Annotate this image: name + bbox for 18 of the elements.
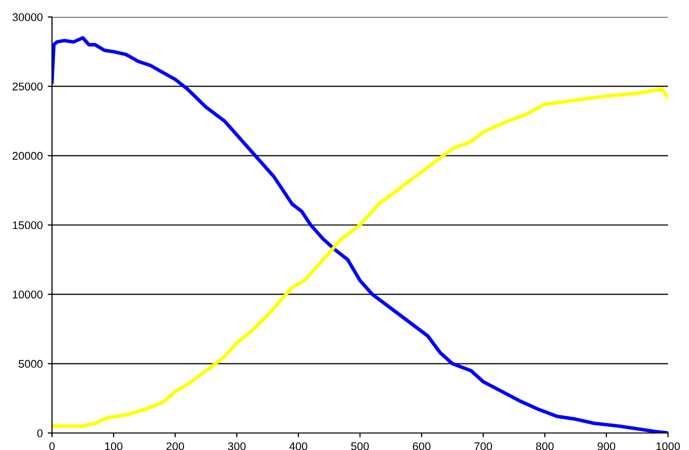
x-tick-label: 0 [49, 442, 55, 450]
x-tick-label: 100 [105, 442, 122, 450]
x-tick-label: 300 [228, 442, 246, 450]
y-tick-label: 5000 [18, 360, 43, 368]
y-tick-label: 30000 [12, 13, 43, 22]
y-tick-label: 25000 [12, 82, 43, 90]
y-tick-label: 10000 [12, 290, 43, 298]
x-tick-label: 1000 [656, 442, 680, 450]
x-tick-label: 800 [536, 442, 554, 450]
x-tick-label: 200 [166, 442, 184, 450]
y-tick-label: 20000 [12, 152, 43, 160]
x-tick-label: 400 [289, 442, 308, 450]
x-tick-label: 600 [412, 442, 430, 450]
x-tick-label: 500 [351, 442, 369, 450]
x-tick-label: 700 [474, 442, 492, 450]
y-tick-label: 15000 [12, 221, 43, 230]
y-tick-label: 0 [37, 429, 43, 438]
x-tick-label: 900 [598, 442, 616, 450]
